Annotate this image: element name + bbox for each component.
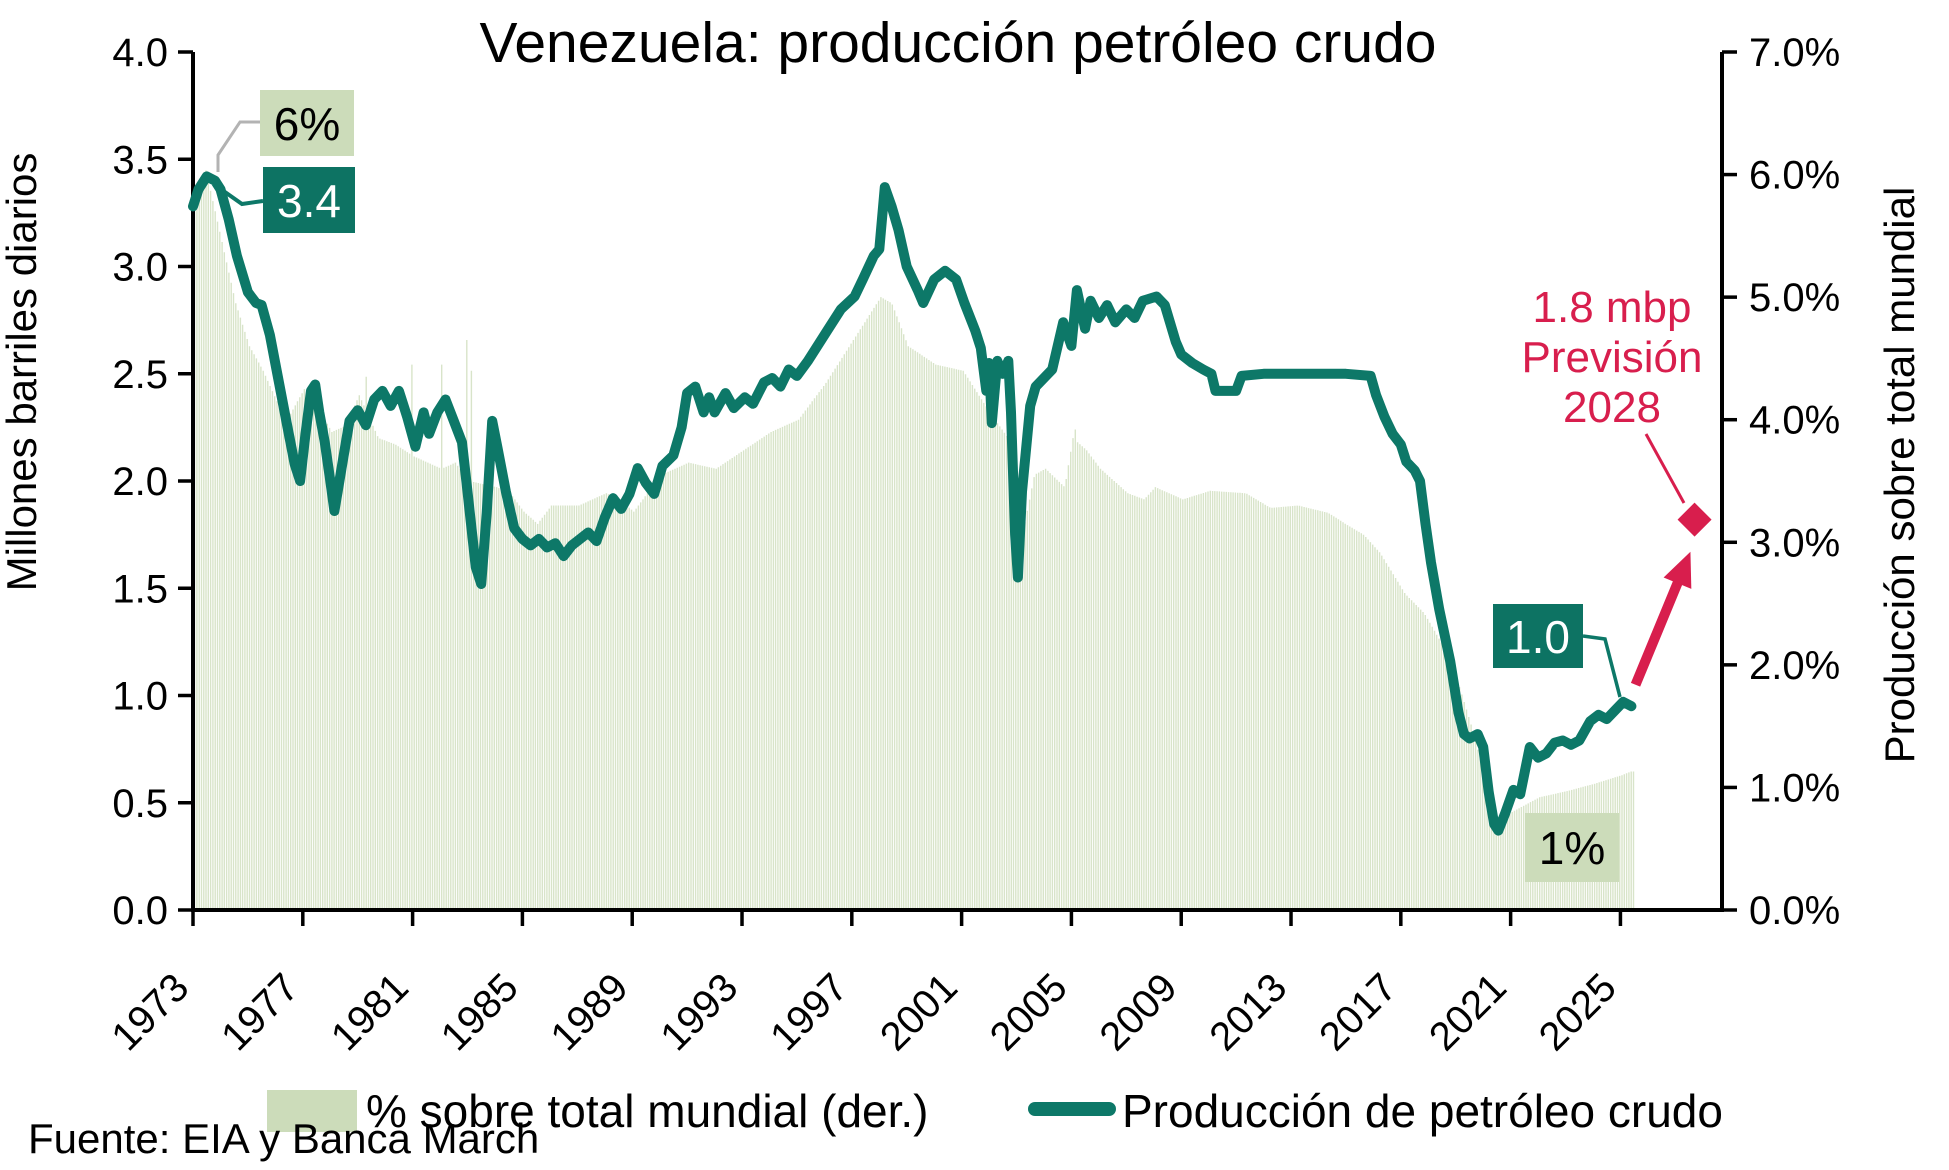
x-axis-tick-label: 2001 bbox=[872, 965, 966, 1059]
share-start-callout-box bbox=[260, 90, 354, 156]
right-axis-tick-label: 2.0% bbox=[1749, 644, 1840, 688]
x-axis-tick-label: 1985 bbox=[433, 965, 527, 1059]
right-axis-tick-label: 7.0% bbox=[1749, 31, 1840, 75]
right-axis-tick-label: 1.0% bbox=[1749, 766, 1840, 810]
left-axis-tick-label: 0.5 bbox=[112, 782, 168, 826]
right-axis-title: Producción sobre total mundial bbox=[1876, 187, 1923, 764]
left-axis-tick-label: 1.0 bbox=[112, 675, 168, 719]
legend-bar-swatch bbox=[267, 1090, 357, 1132]
prod-start-callout-label: 3.4 bbox=[277, 175, 341, 227]
x-axis-tick-label: 2017 bbox=[1311, 965, 1405, 1059]
x-axis-tick-label: 2025 bbox=[1531, 965, 1625, 1059]
x-axis-tick-label: 2021 bbox=[1421, 965, 1515, 1059]
forecast-label-value: 1.8 mbp bbox=[1533, 283, 1692, 332]
left-axis-title: Millones barriles diarios bbox=[0, 153, 45, 592]
share-start-callout-label: 6% bbox=[274, 98, 340, 150]
right-axis-tick-label: 3.0% bbox=[1749, 521, 1840, 565]
x-axis-tick-label: 2013 bbox=[1201, 965, 1295, 1059]
right-axis-tick-label: 0.0% bbox=[1749, 889, 1840, 933]
x-axis-tick-label: 1973 bbox=[103, 965, 197, 1059]
right-axis-tick-label: 6.0% bbox=[1749, 154, 1840, 198]
x-axis-tick-label: 1989 bbox=[543, 965, 637, 1059]
prod-end-connector bbox=[1582, 634, 1622, 698]
x-axis-tick-label: 1981 bbox=[323, 965, 417, 1059]
annotations: 6% 3.4 1.0 1% 1.8 mbp Previsión 2028 bbox=[213, 90, 1712, 882]
forecast-diamond-marker bbox=[1677, 502, 1712, 537]
left-axis-tick-label: 2.0 bbox=[112, 460, 168, 504]
prod-start-callout-box bbox=[263, 167, 355, 233]
legend-bar-label: % sobre total mundial (der.) bbox=[366, 1085, 929, 1137]
forecast-label-caption: Previsión bbox=[1522, 333, 1703, 382]
left-axis-tick-label: 0.0 bbox=[112, 889, 168, 933]
forecast-arrow-head bbox=[1663, 551, 1692, 589]
legend-line-label: Producción de petróleo crudo bbox=[1122, 1085, 1723, 1137]
left-axis-tick-label: 3.5 bbox=[112, 138, 168, 182]
forecast-marks bbox=[1630, 502, 1712, 687]
share-end-callout-label: 1% bbox=[1539, 822, 1605, 874]
production-line-series bbox=[188, 171, 1637, 836]
chart-title: Venezuela: producción petróleo crudo bbox=[479, 11, 1436, 75]
left-axis-tick-label: 3.0 bbox=[112, 246, 168, 290]
right-axis-tick-label: 4.0% bbox=[1749, 399, 1840, 443]
legend-line-swatch bbox=[1028, 1102, 1116, 1116]
right-axis-tick-label: 5.0% bbox=[1749, 276, 1840, 320]
x-axis-tick-label: 1977 bbox=[213, 965, 307, 1059]
prod-end-callout-box bbox=[1493, 604, 1583, 668]
x-axis-tick-label: 1997 bbox=[762, 965, 856, 1059]
forecast-label-year: 2028 bbox=[1563, 383, 1661, 432]
x-axis-tick-label: 2005 bbox=[982, 965, 1076, 1059]
x-axis-tick-label: 1993 bbox=[652, 965, 746, 1059]
left-axis-tick-label: 2.5 bbox=[112, 353, 168, 397]
share-bars-series bbox=[193, 170, 1635, 908]
prod-end-callout-label: 1.0 bbox=[1506, 611, 1570, 663]
share-start-connector bbox=[216, 120, 260, 172]
share-end-callout-box bbox=[1525, 813, 1619, 882]
production-line bbox=[188, 171, 1637, 836]
forecast-arrow-shaft bbox=[1630, 573, 1686, 687]
legend: % sobre total mundial (der.) Producción … bbox=[267, 1085, 1723, 1137]
forecast-connector bbox=[1644, 433, 1686, 504]
source-note: Fuente: EIA y Banca March bbox=[28, 1115, 539, 1162]
left-axis-tick-label: 4.0 bbox=[112, 31, 168, 75]
prod-start-connector bbox=[213, 183, 264, 207]
left-axis-tick-label: 1.5 bbox=[112, 567, 168, 611]
x-axis-tick-label: 2009 bbox=[1092, 965, 1186, 1059]
